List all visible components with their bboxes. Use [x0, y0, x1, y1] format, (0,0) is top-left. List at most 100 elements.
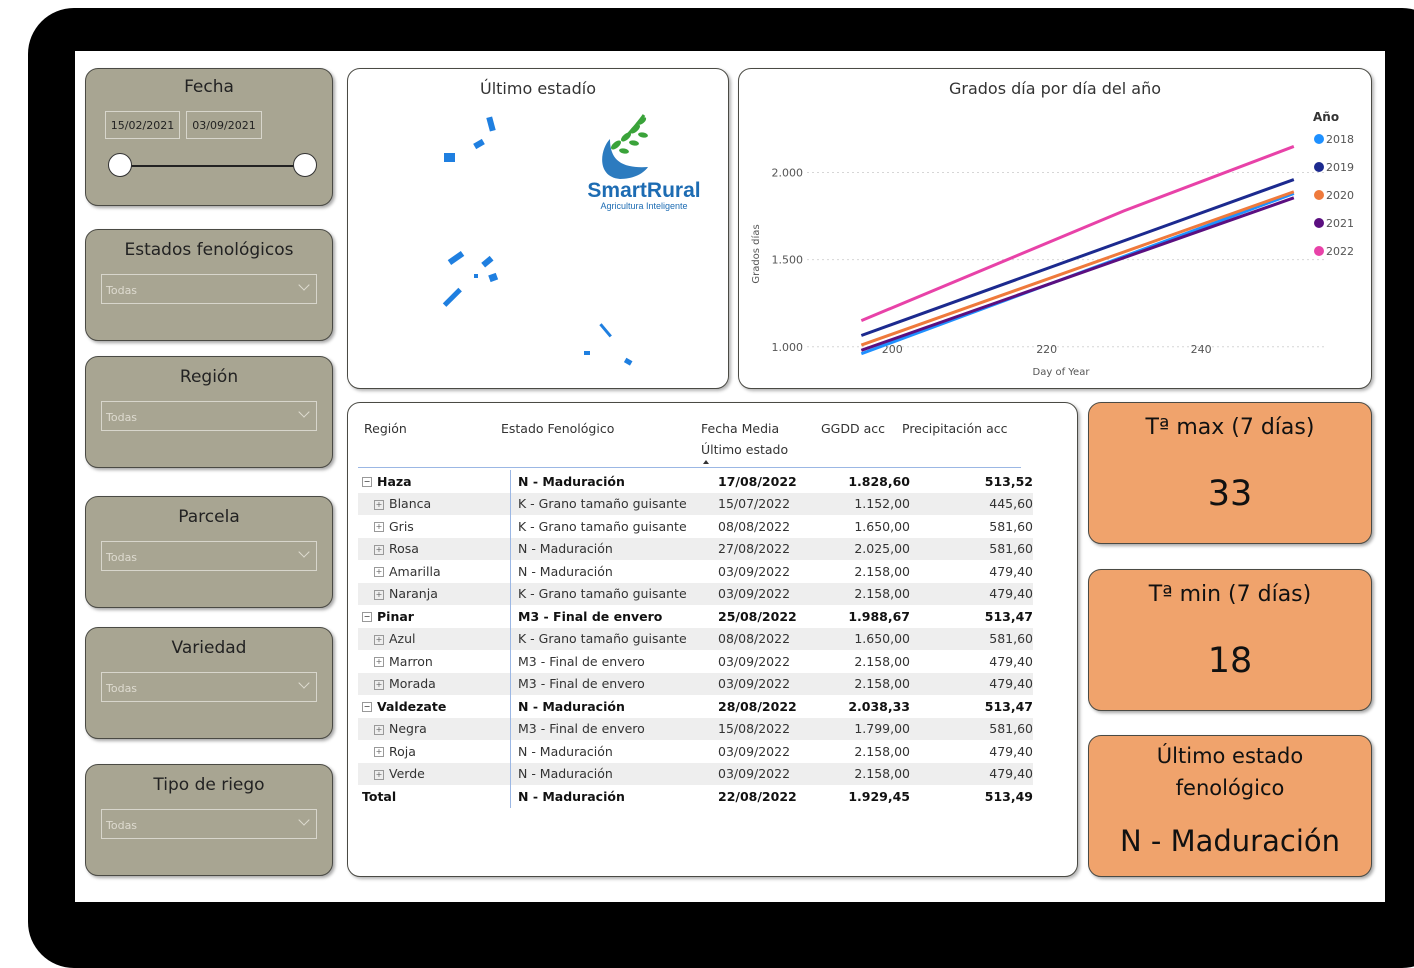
- cell-text: 03/09/2022: [718, 676, 791, 692]
- expand-icon[interactable]: +: [374, 634, 384, 645]
- cell-text: 1.828,60: [848, 473, 910, 489]
- cell-fecha: 03/09/2022: [718, 762, 828, 785]
- cell-ggdd: 2.025,00: [828, 537, 910, 560]
- start-slider-handle[interactable]: [108, 153, 132, 177]
- header-ggdd[interactable]: GGDD acc: [821, 421, 886, 436]
- expand-icon[interactable]: +: [374, 657, 384, 668]
- start-date-input[interactable]: 15/02/2021: [105, 111, 180, 139]
- cell-text: 22/08/2022: [718, 788, 797, 804]
- cell-text: 2.038,33: [848, 698, 910, 714]
- cell-ggdd: 2.038,33: [828, 695, 910, 718]
- header-region[interactable]: Región: [364, 421, 407, 436]
- table-row[interactable]: + Amarilla N - Maduración 03/09/2022 2.158,0…: [358, 560, 1033, 583]
- header-estado[interactable]: Estado Fenológico: [501, 421, 615, 436]
- collapse-icon[interactable]: −: [362, 477, 372, 488]
- legend-label: 2020: [1326, 189, 1354, 202]
- y-tick-label: 2.000: [772, 167, 804, 180]
- cell-estado: M3 - Final de envero: [510, 605, 718, 628]
- table-row[interactable]: + Naranja K - Grano tamaño guisante 03/09/2…: [358, 582, 1033, 605]
- cell-text: 25/08/2022: [718, 608, 797, 624]
- x-axis-label: Day of Year: [1033, 367, 1091, 378]
- cell-text: 1.650,00: [854, 631, 910, 647]
- parcel-shape: [447, 250, 465, 266]
- cell-fecha: 08/08/2022: [718, 627, 828, 650]
- group-row[interactable]: − Haza N - Maduración 17/08/2022 1.828,60 513…: [358, 470, 1033, 493]
- expand-icon[interactable]: +: [374, 747, 384, 758]
- cell-ggdd: 2.158,00: [828, 672, 910, 695]
- chevron-down-icon: [298, 279, 310, 291]
- table-row[interactable]: + Marron M3 - Final de envero 03/09/2022 2.1…: [358, 650, 1033, 673]
- x-tick-label: 200: [882, 343, 903, 356]
- riego-title: Tipo de riego: [153, 775, 265, 795]
- header-ultimo-estado[interactable]: Último estado: [701, 442, 789, 457]
- collapse-icon[interactable]: −: [362, 702, 372, 713]
- expand-icon[interactable]: +: [374, 724, 384, 735]
- cell-text: N - Maduración: [518, 541, 613, 557]
- region-dropdown[interactable]: Todas: [101, 401, 317, 431]
- cell-text: 1.650,00: [854, 518, 910, 534]
- cell-text: Total: [362, 788, 397, 804]
- cell-text: 513,52: [984, 473, 1033, 489]
- group-row[interactable]: − Valdezate N - Maduración 28/08/2022 2.038,…: [358, 695, 1033, 718]
- cell-ggdd: 1.799,00: [828, 717, 910, 740]
- cell-text: 479,40: [989, 653, 1033, 669]
- parcela-dropdown[interactable]: Todas: [101, 541, 317, 571]
- estado-label-line2: fenológico: [1175, 776, 1285, 800]
- cell-region: + Marron: [358, 650, 511, 673]
- expand-icon[interactable]: +: [374, 522, 384, 533]
- cell-text: 513,47: [984, 698, 1033, 714]
- cell-precipitacion: 581,60: [910, 537, 1033, 560]
- table-row[interactable]: + Azul K - Grano tamaño guisante 08/08/2022…: [358, 627, 1033, 650]
- end-slider-handle[interactable]: [293, 153, 317, 177]
- cell-text: N - Maduración: [518, 563, 613, 579]
- collapse-icon[interactable]: −: [362, 612, 372, 623]
- line-chart[interactable]: Grados días Day of Year Año 1.000 1.500 2.…: [739, 69, 1373, 390]
- variedad-dropdown[interactable]: Todas: [101, 672, 317, 702]
- expand-icon[interactable]: +: [374, 567, 384, 578]
- expand-icon[interactable]: +: [374, 544, 384, 555]
- parcel-map[interactable]: SmartRural Agricultura Inteligente: [348, 69, 730, 390]
- table-row[interactable]: + Negra M3 - Final de envero 15/08/2022 1.79…: [358, 717, 1033, 740]
- legend-label: 2019: [1326, 161, 1354, 174]
- table-row[interactable]: + Roja N - Maduración 03/09/2022 2.158,00 479…: [358, 740, 1033, 763]
- header-fecha-media[interactable]: Fecha Media: [701, 421, 780, 436]
- chart-title: Grados día por día del año: [948, 79, 1161, 98]
- variedad-title: Variedad: [171, 638, 247, 658]
- cell-text: 581,60: [989, 631, 1033, 647]
- cell-text: N - Maduración: [518, 788, 625, 804]
- cell-fecha: 27/08/2022: [718, 537, 828, 560]
- cell-text: M3 - Final de envero: [518, 721, 645, 737]
- end-date-input[interactable]: 03/09/2021: [186, 111, 262, 139]
- expand-icon[interactable]: +: [374, 769, 384, 780]
- expand-icon[interactable]: +: [374, 589, 384, 600]
- tmax-label: Tª max (7 días): [1145, 415, 1315, 440]
- cell-estado: K - Grano tamaño guisante: [510, 492, 718, 515]
- table-row[interactable]: + Gris K - Grano tamaño guisante 08/08/2022…: [358, 515, 1033, 538]
- expand-icon[interactable]: +: [374, 499, 384, 510]
- chevron-down-icon: [298, 546, 310, 558]
- header-precipitacion[interactable]: Precipitación acc: [902, 421, 1008, 436]
- table-row[interactable]: + Blanca K - Grano tamaño guisante 15/07/20…: [358, 492, 1033, 515]
- series-line-2020: [860, 190, 1295, 347]
- cell-text: Verde: [389, 766, 425, 782]
- cell-text: Azul: [389, 631, 416, 647]
- cell-text: 03/09/2022: [718, 653, 791, 669]
- parcela-value: Todas: [106, 551, 138, 564]
- cell-text: N - Maduración: [518, 698, 625, 714]
- group-row[interactable]: − Pinar M3 - Final de envero 25/08/2022 1.98…: [358, 605, 1033, 628]
- cell-region: + Amarilla: [358, 560, 511, 583]
- total-row[interactable]: Total N - Maduración 22/08/2022 1.929,45 513…: [358, 785, 1033, 808]
- cell-text: 479,40: [989, 676, 1033, 692]
- riego-dropdown[interactable]: Todas: [101, 809, 317, 839]
- table-row[interactable]: + Morada M3 - Final de envero 03/09/2022 2.1…: [358, 672, 1033, 695]
- cell-text: K - Grano tamaño guisante: [518, 518, 687, 534]
- estados-dropdown[interactable]: Todas: [101, 274, 317, 304]
- region-value: Todas: [106, 411, 138, 424]
- tmin-label: Tª min (7 días): [1148, 582, 1312, 607]
- chevron-down-icon: [298, 406, 310, 418]
- expand-icon[interactable]: +: [374, 679, 384, 690]
- cell-text: Roja: [389, 743, 416, 759]
- table-row[interactable]: + Rosa N - Maduración 27/08/2022 2.025,00 581…: [358, 537, 1033, 560]
- table-row[interactable]: + Verde N - Maduración 03/09/2022 2.158,00 47…: [358, 762, 1033, 785]
- x-tick-label: 240: [1191, 343, 1212, 356]
